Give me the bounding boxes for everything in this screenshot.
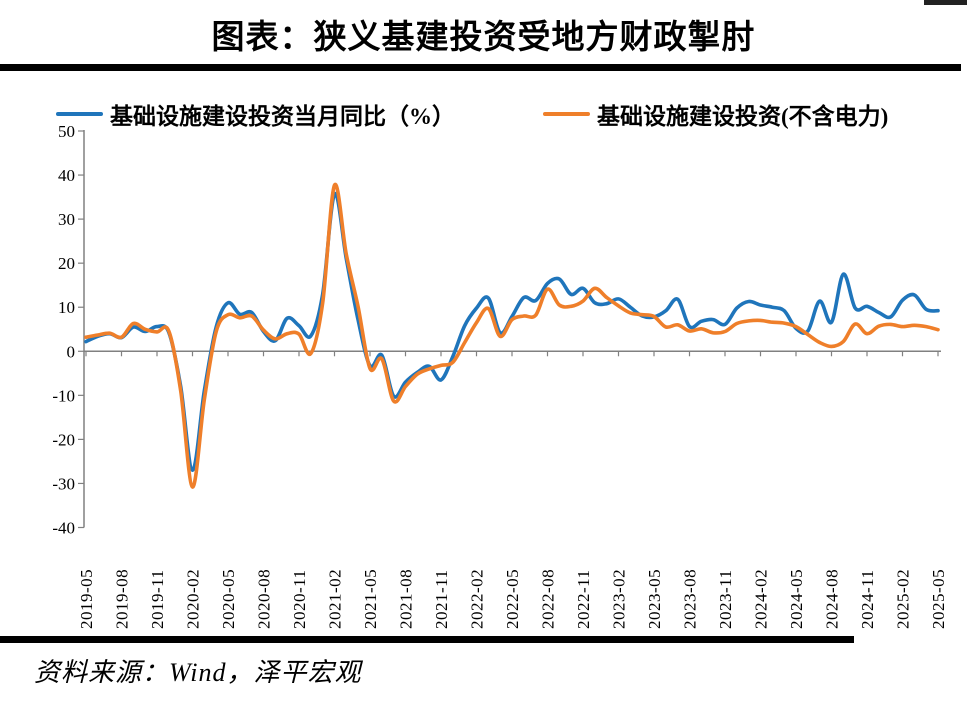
x-tick-label: 2025-02 <box>894 569 913 629</box>
x-tick-label: 2022-05 <box>503 569 522 629</box>
y-tick-label: 10 <box>58 298 75 317</box>
series-line-0 <box>84 192 940 473</box>
x-tick-label: 2021-08 <box>397 569 416 629</box>
y-tick-label: -30 <box>52 474 75 493</box>
y-tick-label: 50 <box>58 122 75 141</box>
x-tick-label: 2023-05 <box>645 569 664 629</box>
x-tick-label: 2019-05 <box>77 569 96 629</box>
legend-label: 基础设施建设投资当月同比（%） <box>110 104 455 129</box>
x-tick-label: 2024-11 <box>858 569 877 629</box>
y-tick-label: 30 <box>58 210 75 229</box>
y-tick-label: 20 <box>58 254 75 273</box>
x-tick-label: 2023-11 <box>716 569 735 629</box>
legend-swatch-blue <box>56 112 103 116</box>
x-tick-label: 2024-02 <box>752 569 771 629</box>
x-tick-label: 2022-02 <box>468 569 487 629</box>
x-tick-label: 2020-05 <box>219 569 238 629</box>
x-tick-label: 2021-05 <box>361 569 380 629</box>
source-note: 资料来源：Wind，泽平宏观 <box>34 658 362 687</box>
x-tick-label: 2019-11 <box>148 569 167 629</box>
source-divider <box>0 636 854 643</box>
y-tick-label: 40 <box>58 166 75 185</box>
x-tick-label: 2019-08 <box>113 569 132 629</box>
x-tick-label: 2022-08 <box>539 569 558 629</box>
y-tick-label: 0 <box>67 342 76 361</box>
x-tick-label: 2022-11 <box>574 569 593 629</box>
x-tick-label: 2020-08 <box>255 569 274 629</box>
legend-item-excl-electricity: 基础设施建设投资(不含电力) <box>543 101 888 129</box>
series-line-1 <box>84 182 940 489</box>
legend-swatch-orange <box>543 112 590 116</box>
x-tick-label: 2023-08 <box>681 569 700 629</box>
x-tick-label: 2025-05 <box>929 569 948 629</box>
y-tick-label: -10 <box>52 386 75 405</box>
legend-item-monthly-yoy: 基础设施建设投资当月同比（%） <box>56 101 455 129</box>
x-tick-label: 2023-02 <box>610 569 629 629</box>
legend-label: 基础设施建设投资(不含电力) <box>597 104 889 129</box>
x-tick-label: 2021-02 <box>326 569 345 629</box>
top-right-corner-mark <box>924 0 967 5</box>
x-tick-label: 2024-08 <box>823 569 842 629</box>
chart-title: 图表：狭义基建投资受地方财政掣肘 <box>211 20 756 56</box>
y-tick-label: -20 <box>52 430 75 449</box>
x-tick-label: 2020-02 <box>184 569 203 629</box>
x-tick-label: 2024-05 <box>787 569 806 629</box>
x-tick-label: 2021-11 <box>432 569 451 629</box>
y-tick-label: -40 <box>52 519 75 538</box>
chart-canvas: 50 40 30 20 10 0 -10 -20 -30 -40 2019-05 2019-08 201… <box>52 122 948 629</box>
x-tick-label: 2020-11 <box>290 569 309 629</box>
title-divider <box>0 64 961 71</box>
